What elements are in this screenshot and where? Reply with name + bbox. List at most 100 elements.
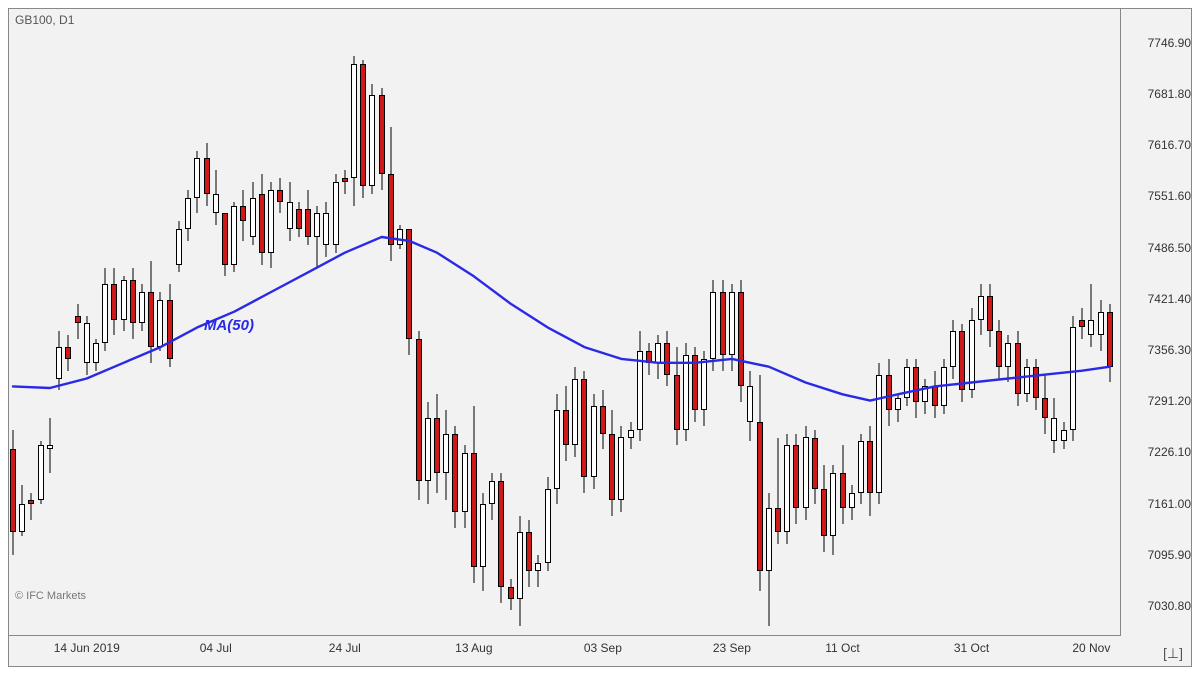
y-tick-label: 7095.90 <box>1142 548 1191 562</box>
candle <box>397 225 403 249</box>
x-tick-label: 23 Sep <box>713 641 751 655</box>
candle <box>38 441 44 504</box>
y-tick-label: 7291.20 <box>1142 394 1191 408</box>
y-tick-label: 7030.80 <box>1142 599 1191 613</box>
candle <box>65 335 71 370</box>
candle <box>231 202 237 273</box>
attribution-label: © IFC Markets <box>15 590 86 602</box>
candle <box>1061 422 1067 450</box>
candle <box>93 339 99 370</box>
candle <box>176 221 182 272</box>
candle <box>784 434 790 544</box>
chart-frame: GB100, D1 MA(50) © IFC Markets 7030.80 70… <box>8 8 1192 667</box>
candle <box>812 430 818 505</box>
candle <box>167 284 173 367</box>
candle <box>240 190 246 241</box>
candle <box>1070 316 1076 442</box>
candle <box>425 402 431 504</box>
y-tick-label: 7486.50 <box>1142 241 1191 255</box>
candle <box>333 174 339 253</box>
candle <box>213 170 219 225</box>
x-tick-label: 13 Aug <box>455 641 492 655</box>
candle <box>10 430 16 556</box>
candle <box>1079 308 1085 339</box>
candle <box>305 190 311 245</box>
candle <box>517 516 523 626</box>
candle <box>867 426 873 516</box>
candle <box>323 202 329 257</box>
candle <box>959 324 965 403</box>
candle <box>821 465 827 551</box>
x-tick-label: 20 Nov <box>1072 641 1110 655</box>
candle <box>277 178 283 213</box>
y-tick-label: 7356.30 <box>1142 343 1191 357</box>
candle <box>19 485 25 536</box>
x-axis: 14 Jun 201904 Jul24 Jul13 Aug03 Sep23 Se… <box>9 636 1121 666</box>
candle <box>489 473 495 520</box>
y-tick-label: 7161.00 <box>1142 497 1191 511</box>
candle <box>757 375 763 591</box>
y-tick-label: 7616.70 <box>1142 138 1191 152</box>
candle <box>194 151 200 214</box>
candle <box>674 347 680 445</box>
candle <box>1033 359 1039 410</box>
candle <box>710 280 716 370</box>
candle <box>28 493 34 521</box>
candle <box>701 351 707 426</box>
candle <box>1015 331 1021 406</box>
candle <box>637 331 643 441</box>
candle <box>342 170 348 194</box>
candle <box>139 284 145 331</box>
candle <box>268 182 274 268</box>
candle <box>803 426 809 520</box>
candle <box>1005 335 1011 382</box>
candle <box>581 371 587 493</box>
plot-area[interactable]: GB100, D1 MA(50) © IFC Markets <box>9 9 1121 636</box>
candle <box>572 367 578 457</box>
candle <box>406 229 412 355</box>
candle <box>102 268 108 351</box>
candle <box>932 371 938 418</box>
candle <box>1088 284 1094 347</box>
candle <box>858 434 864 505</box>
candle <box>895 394 901 422</box>
candle <box>793 434 799 524</box>
candle <box>950 320 956 379</box>
candle <box>84 316 90 375</box>
candle <box>1042 375 1048 434</box>
candle <box>526 520 532 587</box>
candle <box>996 320 1002 379</box>
candle <box>287 182 293 241</box>
candle <box>987 284 993 347</box>
candle <box>692 347 698 422</box>
candle <box>369 84 375 194</box>
x-tick-label: 24 Jul <box>329 641 361 655</box>
candle <box>121 276 127 331</box>
x-tick-label: 11 Oct <box>825 641 859 655</box>
candle <box>941 359 947 414</box>
candle <box>360 60 366 198</box>
candle <box>157 292 163 351</box>
candle <box>913 359 919 418</box>
candle <box>840 445 846 524</box>
candle <box>655 335 661 378</box>
x-tick-label: 14 Jun 2019 <box>54 641 120 655</box>
x-tick-label: 31 Oct <box>954 641 989 655</box>
candle <box>1051 398 1057 453</box>
candle <box>75 304 81 339</box>
candle <box>830 465 836 555</box>
candle <box>508 579 514 610</box>
candle <box>591 394 597 488</box>
candle <box>747 371 753 442</box>
candle <box>250 182 256 245</box>
candle <box>969 308 975 398</box>
candle <box>480 493 486 591</box>
y-tick-label: 7681.80 <box>1142 87 1191 101</box>
candle <box>148 261 154 363</box>
candle <box>296 202 302 237</box>
candle <box>379 88 385 190</box>
candle <box>664 331 670 386</box>
candle <box>111 268 117 335</box>
candle <box>775 438 781 544</box>
candle <box>849 485 855 520</box>
